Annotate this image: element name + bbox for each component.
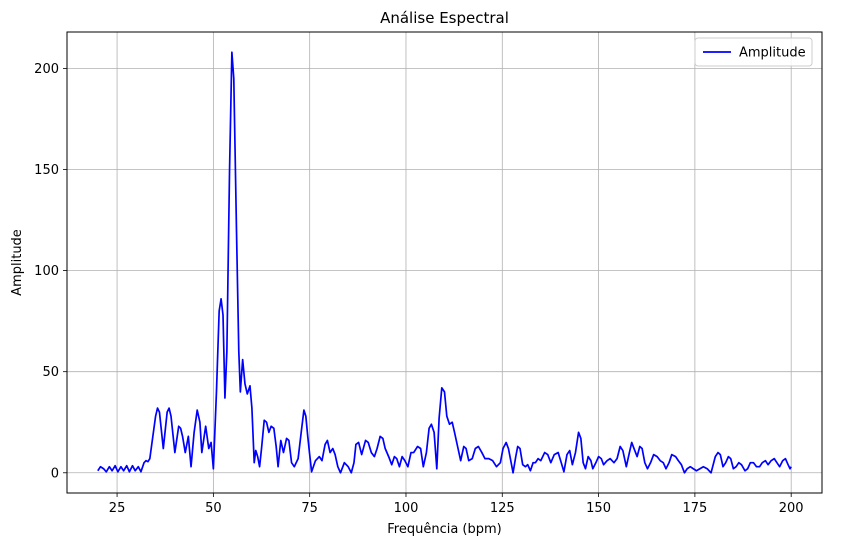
plot-area	[66, 31, 823, 494]
chart-title: Análise Espectral	[380, 9, 509, 27]
x-tick-label: 175	[682, 501, 707, 516]
legend-label: Amplitude	[739, 46, 806, 61]
plot-frame	[66, 31, 823, 494]
y-tick-label: 150	[34, 163, 59, 178]
y-tick-label: 200	[34, 62, 59, 77]
y-tick-label: 0	[51, 466, 59, 481]
x-tick-label: 50	[205, 501, 222, 516]
x-tick-label: 150	[586, 501, 611, 516]
x-tick-label: 200	[779, 501, 804, 516]
legend: Amplitude	[694, 37, 813, 67]
grid	[67, 32, 822, 493]
series-line-amplitude	[97, 51, 792, 474]
legend-box	[694, 37, 813, 67]
plot-background	[67, 32, 822, 493]
y-axis-label: Amplitude	[10, 229, 25, 296]
y-axis: 0 50 100 150 200	[34, 62, 67, 481]
x-axis-label: Frequência (bpm)	[387, 522, 502, 537]
x-tick-label: 75	[301, 501, 318, 516]
x-tick-label: 25	[109, 501, 126, 516]
x-tick-label: 100	[394, 501, 419, 516]
x-tick-label: 125	[490, 501, 515, 516]
y-tick-label: 100	[34, 264, 59, 279]
series-lines	[97, 51, 792, 474]
x-axis: 25 50 75 100 125 150 175 200	[109, 493, 804, 516]
y-tick-label: 50	[42, 365, 59, 380]
